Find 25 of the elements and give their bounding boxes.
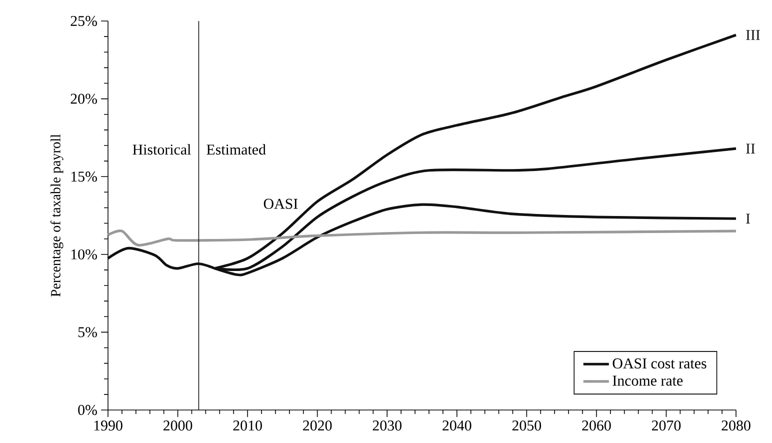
x-tick-label: 2010 bbox=[233, 420, 262, 431]
legend-label: OASI cost rates bbox=[612, 358, 706, 368]
series-label: I bbox=[746, 214, 750, 224]
y-axis-title: Percentage of taxable payroll bbox=[50, 134, 64, 297]
x-tick-label: 2060 bbox=[582, 420, 611, 431]
annotation: OASI bbox=[264, 198, 298, 209]
y-tick-label: 15% bbox=[71, 172, 97, 182]
x-tick-label: 2040 bbox=[442, 420, 472, 431]
x-tick-label: 2070 bbox=[652, 420, 681, 431]
x-tick-label: 2020 bbox=[303, 420, 332, 431]
x-tick-label: 2080 bbox=[722, 420, 750, 431]
legend-label: Income rate bbox=[612, 376, 683, 386]
x-tick-label: 1990 bbox=[94, 420, 122, 431]
y-tick-label: 10% bbox=[71, 249, 97, 260]
y-tick-label: 20% bbox=[70, 94, 97, 104]
y-tick-label: 0% bbox=[78, 404, 97, 416]
annotation: Historical bbox=[132, 144, 191, 155]
series-label: III bbox=[746, 30, 760, 40]
annotation: Estimated bbox=[206, 144, 266, 155]
x-tick-label: 2030 bbox=[372, 420, 402, 431]
series-label: II bbox=[746, 144, 755, 154]
y-tick-label: 5% bbox=[78, 327, 97, 338]
x-tick-label: 2000 bbox=[163, 420, 192, 431]
y-tick-label: 25% bbox=[70, 16, 97, 26]
x-tick-label: 2050 bbox=[512, 420, 542, 431]
